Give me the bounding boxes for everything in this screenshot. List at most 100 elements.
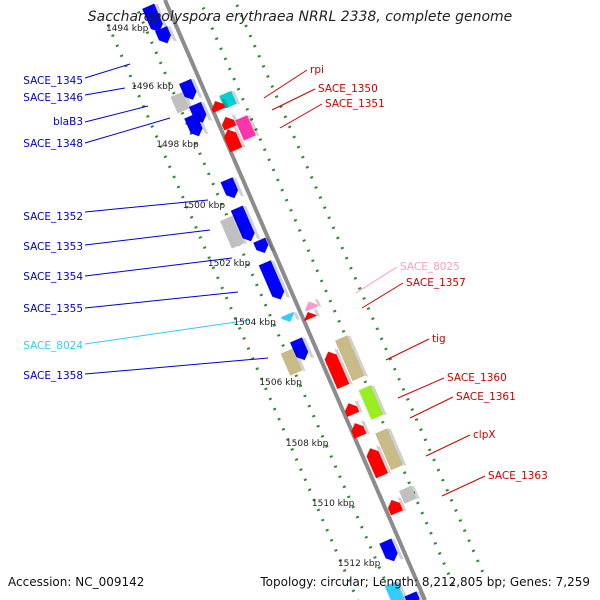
gene-sace8024-shape-shade	[293, 311, 300, 320]
gene-sace1363a-shape-body	[387, 499, 404, 516]
gene-tig-a-shape-shade	[334, 348, 353, 385]
gene-rpi-shape-shade	[231, 90, 241, 105]
gene-sace1358a-shape-body	[289, 337, 309, 361]
left-leader-line	[84, 87, 126, 96]
gene-sace1351b-shape-body	[224, 129, 243, 153]
gene-sace1363b-shape	[398, 485, 420, 504]
gene-sace1358a-shape	[289, 337, 315, 361]
gene-tig-a-shape	[324, 348, 353, 390]
gene-sace1363b-shape-shade	[410, 485, 420, 500]
right-gene-label: SACE_1351	[325, 98, 385, 110]
gene-sace1353-shape-body	[219, 215, 244, 249]
gene-sace1357-shape	[304, 309, 321, 321]
scale-label: 1498 kbp	[156, 140, 199, 150]
gene-sace1345-shape	[179, 78, 203, 100]
gene-bottom-2-body	[384, 581, 406, 600]
gene-top-1-body	[142, 3, 163, 32]
gene-sace1361-shape	[358, 385, 387, 420]
gene-tig-b-shape	[334, 335, 368, 382]
gene-tig-a-shape-body	[324, 351, 350, 390]
gene-blab3-shape-body	[188, 101, 207, 123]
scale-label: 1494 kbp	[106, 24, 149, 34]
scale-label: 1508 kbp	[286, 439, 329, 449]
gene-sace1350-shape-shade	[221, 98, 229, 109]
gene-magenta-shape	[235, 115, 260, 141]
gene-sace1361-shape-shade	[370, 385, 387, 416]
gene-sace1363a-shape-shade	[397, 497, 407, 511]
right-leader-line	[441, 475, 486, 497]
gene-sace1346-shape-body	[170, 91, 190, 114]
left-leader-line	[84, 117, 171, 144]
gene-clpx-b-shape-body	[375, 428, 404, 471]
gene-labels: SACE_1345 SACE_1346 blaB3 SACE_1348 SACE_135…	[23, 64, 548, 482]
right-gene-label: SACE_1357	[406, 277, 466, 289]
gene-magenta-shape-shade	[247, 115, 260, 137]
left-gene-label: SACE_1358	[23, 370, 83, 382]
gene-sace1357-shape-body	[304, 311, 317, 321]
left-leader-line	[84, 229, 211, 246]
gene-sace1352a-shape-shade	[232, 177, 244, 197]
gene-clpx-shape-shade	[376, 445, 392, 474]
scale-label: 1512 kbp	[338, 559, 381, 569]
right-leader-line	[425, 434, 471, 457]
gene-bottom-3-shade	[416, 591, 426, 600]
gene-sace8024-shape-body	[281, 311, 294, 322]
gene-top-1-shade	[154, 3, 169, 31]
gene-sace1348-shape-shade	[196, 113, 209, 135]
gene-sace1346-shape	[170, 91, 194, 114]
gene-sace1348-shape-body	[184, 113, 203, 137]
left-gene-label: SACE_1345	[23, 75, 83, 87]
dots-left-outer	[106, 24, 360, 600]
left-gene-label: SACE_1352	[23, 211, 83, 223]
gene-bottom-3-body	[404, 591, 420, 600]
right-gene-label: SACE_8025	[400, 261, 460, 273]
scale-label: 1504 kbp	[233, 318, 276, 328]
gene-blab3-shape	[188, 101, 213, 123]
gene-top-2-shade	[166, 26, 177, 42]
right-leader-line	[355, 266, 398, 294]
gene-top-1	[142, 3, 169, 32]
gene-sace1360-shape-shade	[354, 400, 363, 413]
genome-backbone	[163, 0, 427, 600]
gene-top-2-body	[155, 26, 171, 44]
gene-bottom-3	[404, 591, 426, 600]
left-leader-line	[84, 63, 131, 79]
gene-sace1354-shape-body	[253, 237, 269, 254]
left-gene-label: SACE_8024	[23, 340, 83, 352]
gene-clpx-shape	[366, 445, 392, 479]
left-leader-line	[84, 291, 239, 309]
gene-sace1358b-shape	[280, 348, 306, 376]
gene-sace1358b-shape-body	[280, 348, 303, 376]
gene-tig-b-shape-shade	[346, 335, 368, 377]
right-gene-label: SACE_1350	[318, 83, 378, 95]
scale-label: 1496 kbp	[131, 82, 174, 92]
label-leader-lines	[84, 63, 486, 497]
gene-sace1353-shape-shade	[231, 215, 248, 245]
gene-sace8025-shape-body	[305, 301, 318, 312]
left-leader-line	[84, 357, 269, 375]
gene-sace1354-shape-shade	[265, 237, 275, 252]
gene-sace1345-shape-body	[179, 78, 197, 100]
right-leader-line	[409, 396, 454, 419]
right-gene-label: rpi	[310, 64, 324, 76]
right-leader-line	[263, 69, 308, 99]
right-leader-line	[397, 377, 445, 399]
gene-clpx-b-shape	[375, 428, 407, 471]
scale-label: 1500 kbp	[183, 201, 226, 211]
topology-text: Topology: circular; Length: 8,212,805 bp…	[260, 575, 590, 589]
gene-sace1361b-shape	[351, 420, 370, 439]
left-gene-label: SACE_1348	[23, 138, 83, 150]
gene-sace1351b-shape-shade	[233, 126, 246, 148]
gene-sace1361b-shape-body	[351, 423, 367, 439]
gene-sace8024-shape	[281, 311, 300, 322]
gene-sace1352b-shape-body	[230, 205, 255, 242]
right-leader-line	[279, 103, 323, 129]
gene-sace1360-shape	[344, 400, 363, 417]
gene-top-2	[155, 26, 177, 44]
left-gene-label: blaB3	[53, 116, 83, 128]
scale-labels: 1494 kbp 1496 kbp 1498 kbp 1500 kbp 1502 kbp…	[106, 24, 381, 569]
gene-sace1357-shape-shade	[313, 309, 321, 317]
scale-label: 1502 kbp	[208, 259, 251, 269]
gene-sace1348-shape	[184, 113, 209, 137]
